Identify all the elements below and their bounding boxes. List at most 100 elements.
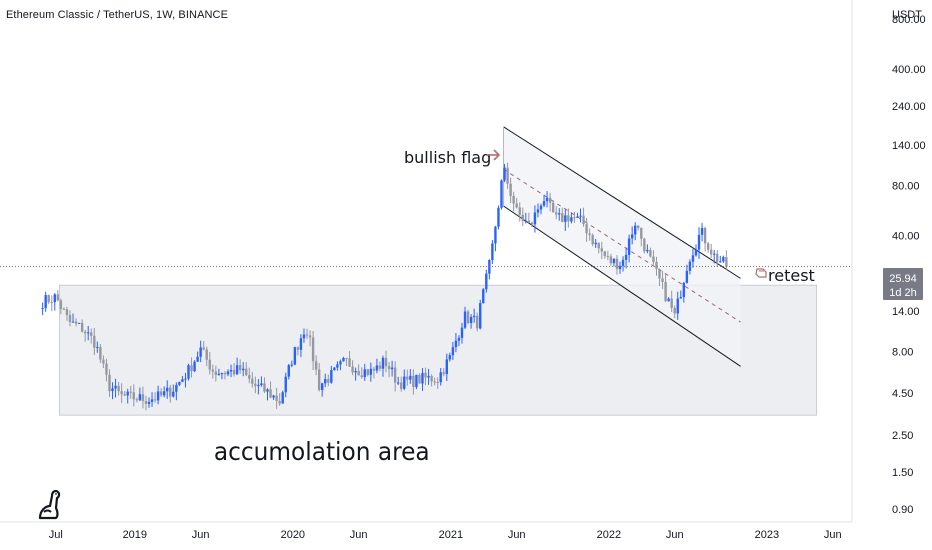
candle bbox=[111, 382, 114, 400]
candle bbox=[366, 368, 369, 377]
candle bbox=[211, 364, 215, 379]
candle bbox=[667, 297, 670, 302]
price-tick-label: 400.00 bbox=[892, 64, 926, 76]
candle bbox=[172, 384, 175, 398]
candle bbox=[393, 361, 397, 392]
candle bbox=[472, 308, 476, 323]
candle bbox=[381, 355, 385, 377]
candle bbox=[50, 295, 53, 312]
bullish-flag-channel[interactable] bbox=[503, 126, 741, 367]
candle bbox=[120, 383, 123, 404]
candle bbox=[299, 334, 303, 358]
candle bbox=[512, 191, 515, 212]
candle bbox=[220, 372, 224, 380]
candle bbox=[518, 202, 521, 222]
accumulation-area-label[interactable]: accumolation area bbox=[214, 437, 430, 466]
candle bbox=[202, 341, 205, 351]
candle bbox=[436, 377, 439, 390]
candle bbox=[214, 365, 218, 382]
time-tick-label: 2023 bbox=[755, 529, 779, 541]
candle bbox=[311, 331, 315, 371]
candle bbox=[181, 375, 184, 383]
candle bbox=[661, 270, 664, 289]
price-tick-label: 4.50 bbox=[892, 388, 913, 400]
candle bbox=[433, 377, 436, 386]
candle bbox=[591, 233, 594, 247]
candle bbox=[260, 376, 263, 387]
candle bbox=[713, 249, 716, 264]
candle bbox=[463, 306, 467, 330]
candle bbox=[527, 212, 531, 223]
candle bbox=[603, 250, 607, 259]
candle bbox=[618, 261, 622, 274]
candle bbox=[278, 393, 281, 406]
candle bbox=[606, 250, 610, 261]
candle bbox=[305, 328, 309, 339]
candle bbox=[706, 241, 710, 253]
candle bbox=[424, 367, 427, 386]
bullish-flag-label[interactable]: bullish flag bbox=[404, 148, 491, 167]
candle bbox=[637, 225, 640, 231]
candle bbox=[156, 385, 160, 405]
channel-middle-line[interactable] bbox=[503, 168, 741, 323]
time-tick-label: 2020 bbox=[281, 529, 305, 541]
candle bbox=[144, 395, 148, 411]
candle bbox=[324, 373, 327, 388]
price-tick-label: 8.00 bbox=[892, 346, 913, 358]
candle bbox=[117, 382, 120, 396]
time-tick-label: 2019 bbox=[123, 529, 147, 541]
tradingview-dino-icon[interactable] bbox=[38, 489, 61, 520]
candle bbox=[47, 294, 50, 305]
candle bbox=[524, 212, 528, 224]
hand-pointer-icon bbox=[755, 268, 767, 278]
candle bbox=[585, 217, 588, 242]
candle bbox=[229, 364, 233, 378]
candle bbox=[132, 384, 135, 407]
price-tick-label: 1.50 bbox=[892, 467, 913, 479]
candle bbox=[196, 351, 199, 362]
candle bbox=[646, 244, 649, 254]
candle bbox=[141, 386, 145, 409]
candle bbox=[102, 355, 105, 369]
candle bbox=[77, 322, 81, 324]
channel-upper-line[interactable] bbox=[503, 126, 741, 279]
candle bbox=[466, 309, 470, 325]
candle bbox=[360, 367, 363, 379]
candle bbox=[59, 298, 63, 315]
candle bbox=[44, 291, 47, 312]
candle bbox=[226, 369, 230, 377]
candle bbox=[627, 234, 631, 263]
candle bbox=[454, 333, 458, 353]
candle bbox=[263, 377, 266, 393]
candle bbox=[351, 360, 354, 376]
candle bbox=[96, 341, 99, 353]
candle bbox=[208, 351, 211, 375]
candle bbox=[126, 388, 129, 404]
candle bbox=[612, 258, 616, 267]
candle bbox=[308, 330, 312, 347]
candle bbox=[457, 335, 461, 347]
candle bbox=[281, 390, 284, 404]
candle bbox=[630, 226, 634, 245]
candle bbox=[685, 264, 689, 284]
candle bbox=[536, 203, 540, 218]
candle bbox=[254, 376, 257, 394]
candle bbox=[187, 363, 190, 381]
candle bbox=[321, 382, 324, 397]
candle bbox=[561, 207, 564, 223]
channel-lower-line[interactable] bbox=[503, 205, 741, 367]
symbol-title: Ethereum Classic / TetherUS, 1W, BINANCE bbox=[6, 9, 229, 21]
candle bbox=[530, 221, 534, 228]
candle bbox=[403, 369, 406, 391]
candle bbox=[53, 293, 56, 311]
candle bbox=[74, 318, 78, 327]
candle bbox=[339, 359, 342, 371]
candle bbox=[363, 363, 366, 381]
candle bbox=[166, 380, 169, 399]
current-price-value: 25.94 bbox=[889, 273, 917, 285]
time-tick-label: Jun bbox=[666, 529, 684, 541]
candle bbox=[542, 194, 546, 208]
candle bbox=[41, 302, 44, 316]
retest-label[interactable]: retest bbox=[768, 266, 815, 285]
